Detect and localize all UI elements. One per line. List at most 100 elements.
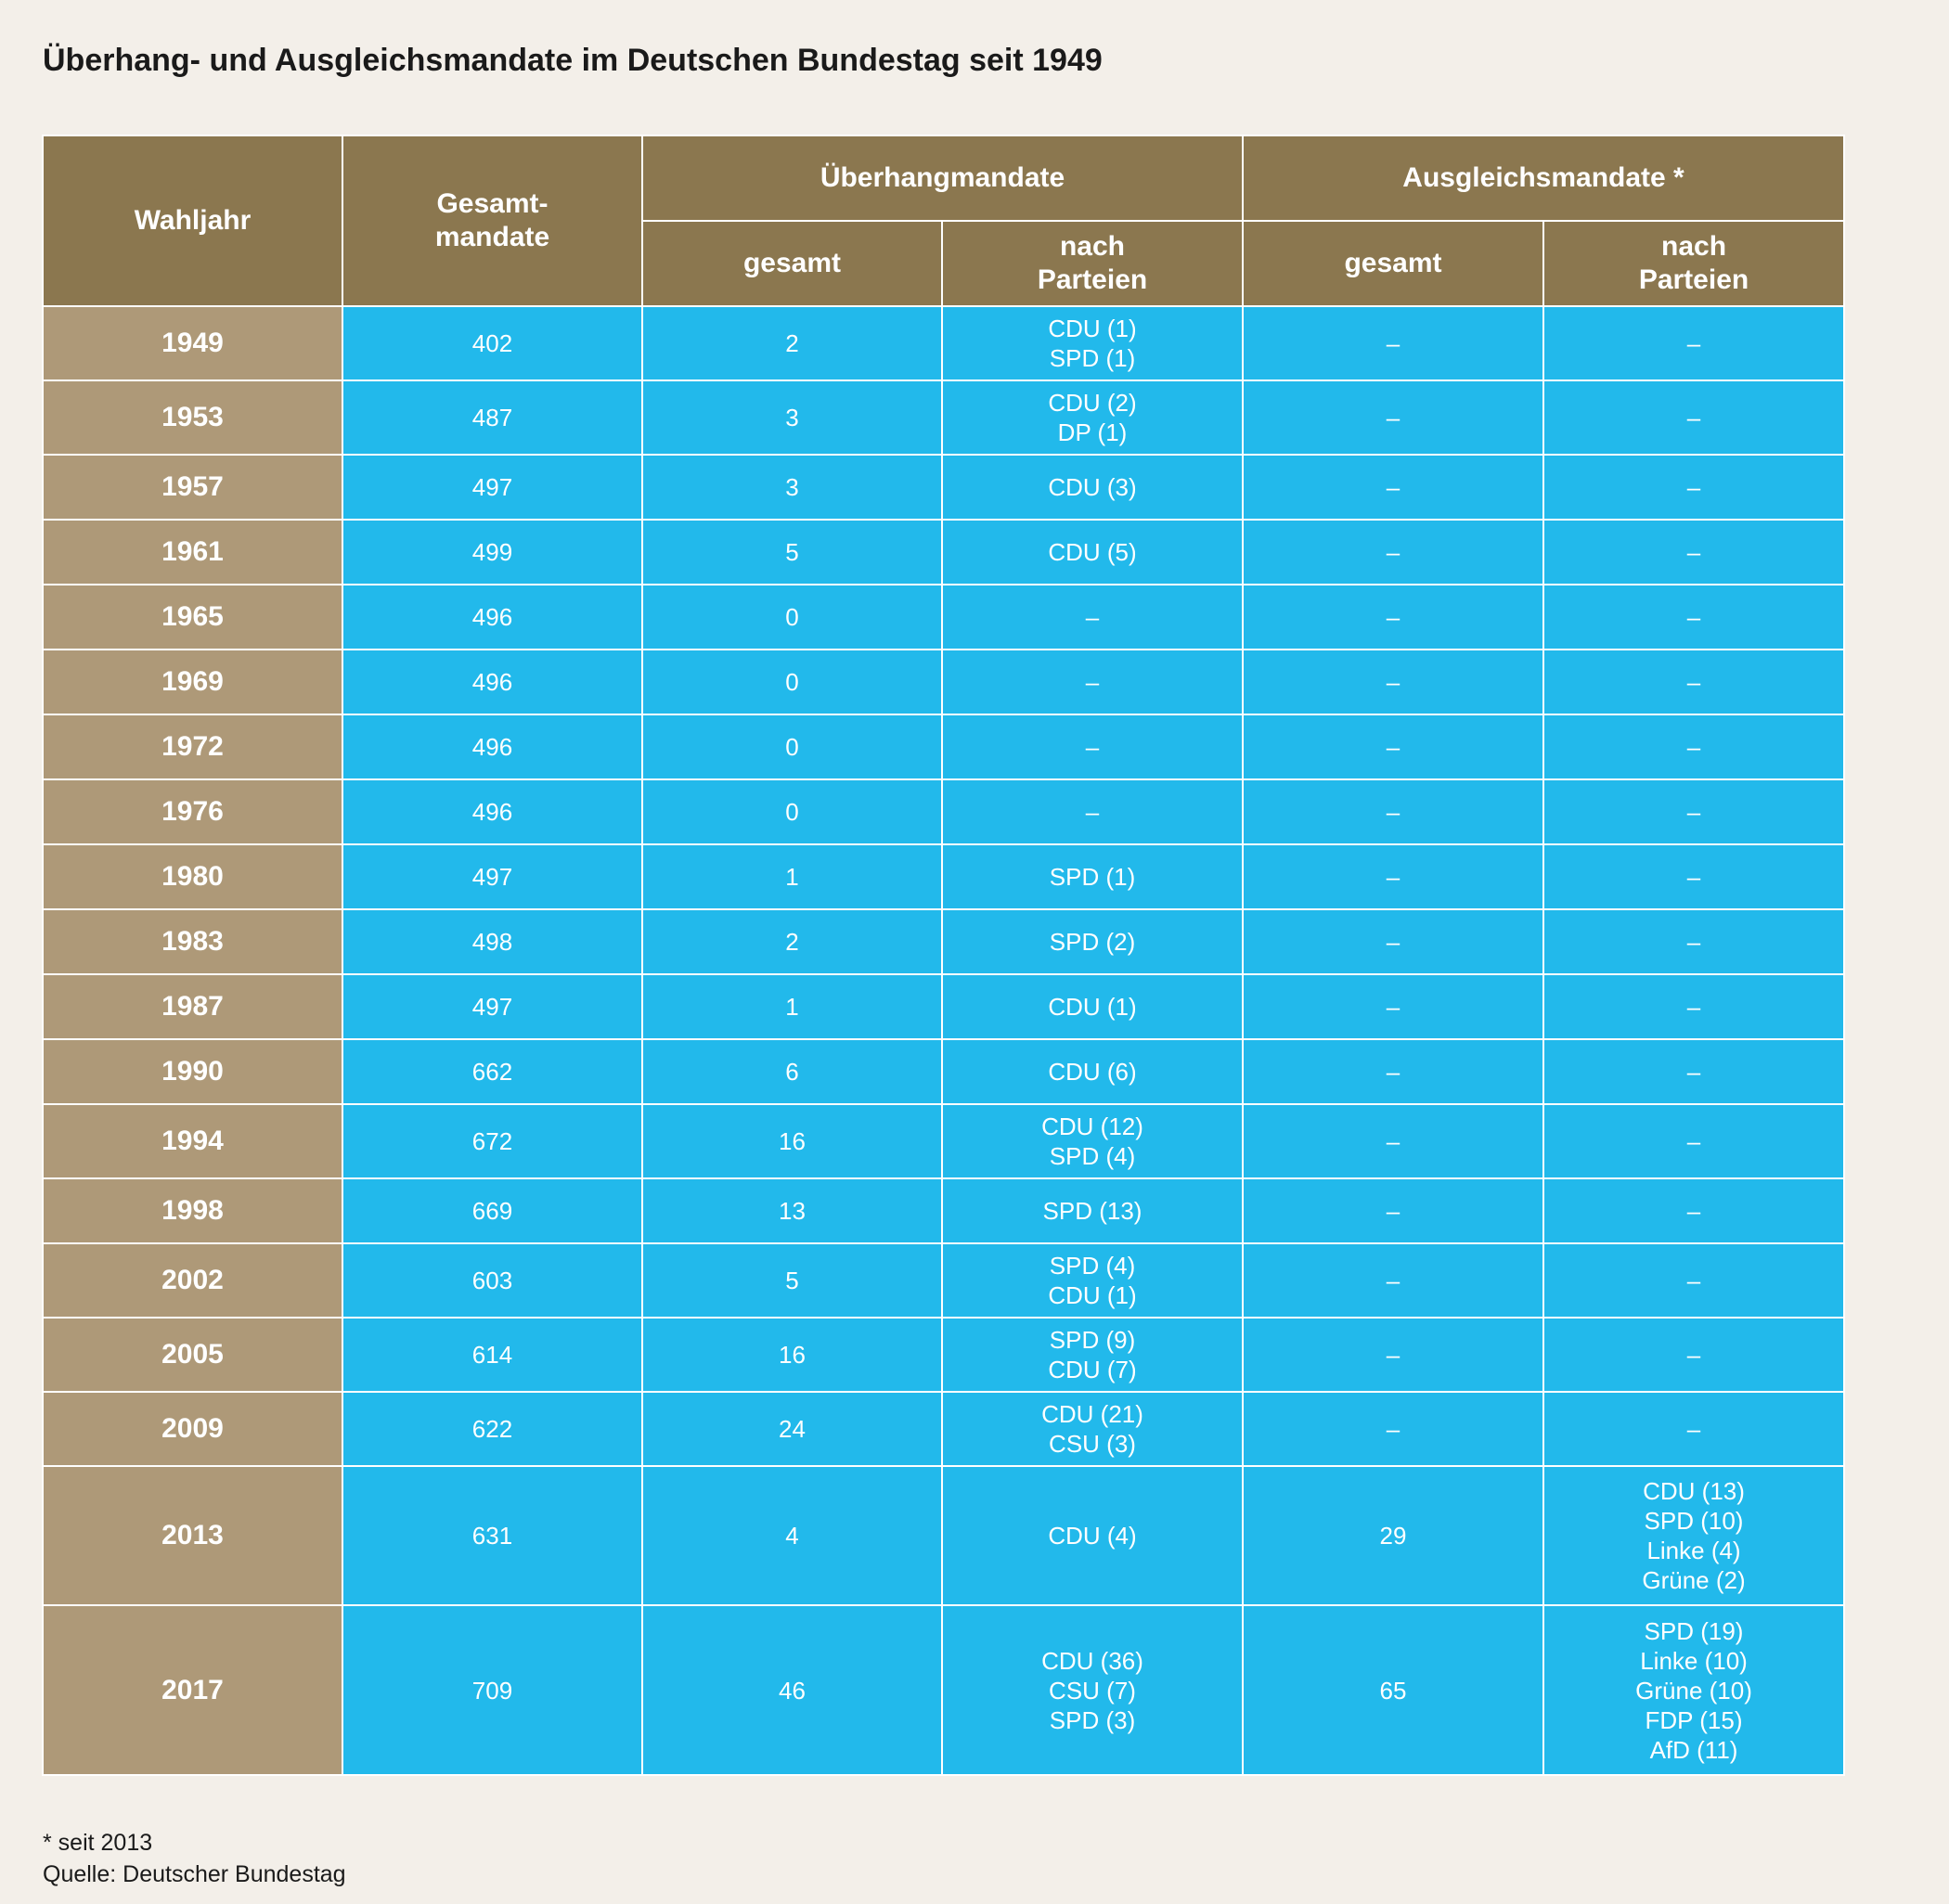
cell-ueberhang-parteien: CDU (21) CSU (3) [940,1391,1245,1467]
party-entry: – [1686,668,1701,696]
party-entry: DP (1) [1057,418,1128,446]
cell-gesamtmandate: 497 [342,454,643,521]
party-entry: CDU (12) [1041,1113,1143,1140]
party-entry: – [1686,329,1701,357]
party-entry: – [1686,1341,1701,1369]
party-entry: CDU (1) [1048,993,1137,1021]
cell-wahljahr: 1998 [42,1177,343,1244]
party-entry: Grüne (10) [1635,1676,1752,1705]
cell-ueberhang-gesamt: 5 [641,519,943,585]
party-entry: Linke (4) [1646,1537,1741,1564]
party-entry: CDU (3) [1048,473,1137,501]
cell-wahljahr: 1949 [42,305,343,381]
header-ausgleich-nach-parteien: nach Parteien [1542,220,1846,307]
party-entry: – [1686,733,1701,761]
party-entry: CDU (1) [1048,1281,1137,1309]
cell-gesamtmandate: 669 [342,1177,643,1244]
table-row: 1953 487 3 CDU (2) DP (1) – – [42,380,1846,456]
cell-wahljahr: 1953 [42,380,343,456]
cell-ausgleich-parteien: – [1542,973,1846,1040]
mandate-table-container: Wahljahr Gesamt- mandate Überhangmandate… [42,135,1846,1776]
party-entry: – [1686,538,1701,566]
cell-ausgleich-parteien: – [1542,843,1846,910]
party-entry: SPD (19) [1644,1616,1744,1645]
party-entry: – [1085,668,1100,696]
cell-ausgleich-gesamt: – [1242,1103,1545,1179]
party-entry: – [1686,603,1701,631]
cell-ausgleich-parteien: – [1542,519,1846,585]
cell-ueberhang-parteien: CDU (36) CSU (7) SPD (3) [940,1604,1245,1776]
cell-ausgleich-parteien: SPD (19) Linke (10) Grüne (10) FDP (15) AfD … [1542,1604,1846,1776]
party-entry: CDU (2) [1048,389,1137,417]
cell-gesamtmandate: 614 [342,1317,643,1393]
cell-ausgleich-gesamt: – [1242,454,1545,521]
cell-ausgleich-parteien: – [1542,1038,1846,1105]
cell-gesamtmandate: 498 [342,908,643,975]
cell-ausgleich-gesamt: – [1242,649,1545,715]
cell-ueberhang-gesamt: 3 [641,454,943,521]
cell-ausgleich-gesamt: – [1242,908,1545,975]
cell-ueberhang-parteien: CDU (2) DP (1) [940,380,1245,456]
cell-wahljahr: 1983 [42,908,343,975]
party-entry: SPD (10) [1644,1507,1744,1535]
cell-gesamtmandate: 487 [342,380,643,456]
party-entry: AfD (11) [1649,1735,1738,1764]
cell-ueberhang-gesamt: 0 [641,714,943,780]
cell-gesamtmandate: 496 [342,778,643,845]
cell-ueberhang-gesamt: 1 [641,973,943,1040]
party-entry: – [1686,1415,1701,1443]
cell-ueberhang-parteien: CDU (4) [940,1465,1245,1606]
cell-gesamtmandate: 709 [342,1604,643,1776]
mandate-table: Wahljahr Gesamt- mandate Überhangmandate… [42,135,1846,1776]
page-title: Überhang- und Ausgleichsmandate im Deuts… [43,43,1103,78]
header-ausgleich-gesamt: gesamt [1242,220,1545,307]
cell-wahljahr: 1980 [42,843,343,910]
party-entry: – [1686,473,1701,501]
cell-wahljahr: 1972 [42,714,343,780]
cell-ueberhang-parteien: CDU (1) [940,973,1245,1040]
table-row: 2013 631 4 CDU (4) 29 CDU (13) SPD (10) Linke (… [42,1465,1846,1606]
table-row: 2009 622 24 CDU (21) CSU (3) – – [42,1391,1846,1467]
table-row: 1969 496 0 – – – [42,649,1846,715]
cell-ueberhang-gesamt: 16 [641,1103,943,1179]
table-body: 1949 402 2 CDU (1) SPD (1) – –1953 487 3 CDU (2) D… [42,305,1846,1776]
cell-gesamtmandate: 497 [342,973,643,1040]
cell-gesamtmandate: 603 [342,1242,643,1319]
cell-gesamtmandate: 631 [342,1465,643,1606]
cell-wahljahr: 1994 [42,1103,343,1179]
cell-ueberhang-parteien: SPD (9) CDU (7) [940,1317,1245,1393]
cell-ausgleich-parteien: – [1542,908,1846,975]
cell-ausgleich-gesamt: – [1242,519,1545,585]
cell-ueberhang-gesamt: 5 [641,1242,943,1319]
party-entry: CDU (6) [1048,1058,1137,1086]
cell-ueberhang-gesamt: 46 [641,1604,943,1776]
table-row: 1983 498 2 SPD (2) – – [42,908,1846,975]
cell-ausgleich-parteien: – [1542,1103,1846,1179]
party-entry: SPD (4) [1049,1142,1136,1170]
party-entry: CDU (21) [1041,1400,1143,1428]
cell-wahljahr: 2009 [42,1391,343,1467]
party-entry: Grüne (2) [1642,1566,1746,1594]
cell-gesamtmandate: 622 [342,1391,643,1467]
table-row: 2017 709 46 CDU (36) CSU (7) SPD (3) 65 SPD (19… [42,1604,1846,1776]
cell-gesamtmandate: 497 [342,843,643,910]
cell-gesamtmandate: 496 [342,584,643,650]
cell-ausgleich-gesamt: – [1242,778,1545,845]
party-entry: – [1686,1127,1701,1155]
cell-ueberhang-parteien: – [940,714,1245,780]
table-row: 1994 672 16 CDU (12) SPD (4) – – [42,1103,1846,1179]
cell-ausgleich-parteien: – [1542,1242,1846,1319]
cell-gesamtmandate: 496 [342,649,643,715]
party-entry: Linke (10) [1640,1646,1748,1675]
party-entry: SPD (2) [1049,928,1136,956]
party-entry: – [1085,603,1100,631]
cell-ausgleich-parteien: – [1542,714,1846,780]
header-ueberhang-nach-parteien: nach Parteien [940,220,1245,307]
cell-wahljahr: 2002 [42,1242,343,1319]
cell-ausgleich-gesamt: 65 [1242,1604,1545,1776]
cell-ausgleich-gesamt: – [1242,1391,1545,1467]
cell-ueberhang-gesamt: 6 [641,1038,943,1105]
table-row: 1998 669 13 SPD (13) – – [42,1177,1846,1244]
cell-ausgleich-parteien: – [1542,454,1846,521]
cell-ueberhang-gesamt: 4 [641,1465,943,1606]
